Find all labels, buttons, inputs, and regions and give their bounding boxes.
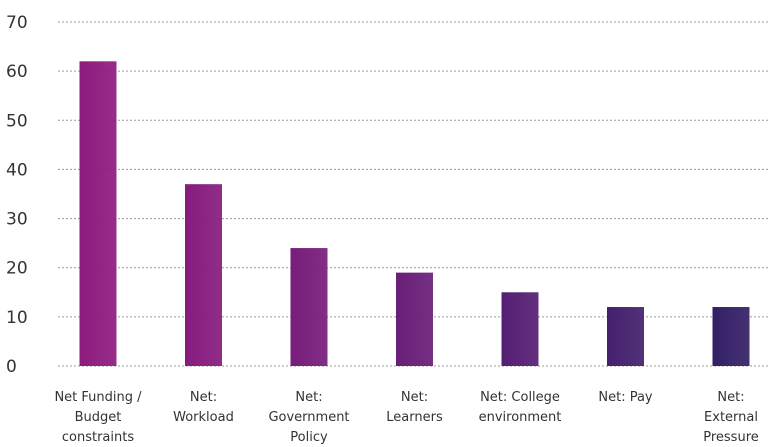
x-tick-label-line: Net: Pay [598,390,653,405]
x-tick-label-line: Net: [190,390,217,405]
x-tick-label-line: constraints [62,430,134,445]
y-tick-label: 60 [6,62,28,82]
x-tick-label-line: Policy [290,430,328,445]
y-tick-label: 10 [6,308,28,328]
x-tick-label-line: Pressure [703,430,759,445]
x-tick-label-line: Learners [386,410,443,425]
x-tick-label-line: Net Funding / [54,390,142,405]
bar [501,292,539,366]
x-tick-label-line: Net: College [480,390,560,405]
x-tick-label-line: Workload [173,410,234,425]
x-tick-label-line: Government [268,410,349,425]
x-tick-label-line: Net: [717,390,744,405]
y-tick-label: 0 [6,357,17,377]
y-tick-label: 50 [6,111,28,131]
y-tick-label: 30 [6,210,28,230]
bar [712,307,750,366]
x-tick-label: Net: Learners [386,390,443,425]
bar [185,184,222,366]
x-tick-label-line: Net: [401,390,428,405]
bar [79,61,117,367]
bar [290,248,328,366]
x-tick-label: Net: Workload [173,390,234,425]
x-tick-label-line: environment [479,410,562,425]
x-tick-label: Net Funding / Budget constraints [54,390,142,445]
x-tick-label-line: Budget [75,410,122,425]
bar [607,307,644,366]
bars [79,61,750,367]
x-tick-label: Net: College environment [479,390,562,425]
y-tick-label: 70 [6,13,28,33]
x-axis-ticks: Net Funding / Budget constraints Net: Worklo… [54,390,758,445]
y-tick-label: 20 [6,259,28,279]
x-tick-label: Net: Government Policy [268,390,349,445]
x-tick-label: Net: Pay [598,390,653,405]
x-tick-label-line: External [704,410,758,425]
y-axis-ticks: 0 10 20 30 40 50 60 70 [6,13,28,377]
y-tick-label: 40 [6,160,28,180]
x-tick-label: Net: External Pressure [703,390,759,445]
x-tick-label-line: Net: [295,390,322,405]
bar [396,272,433,366]
gridlines [58,21,769,367]
